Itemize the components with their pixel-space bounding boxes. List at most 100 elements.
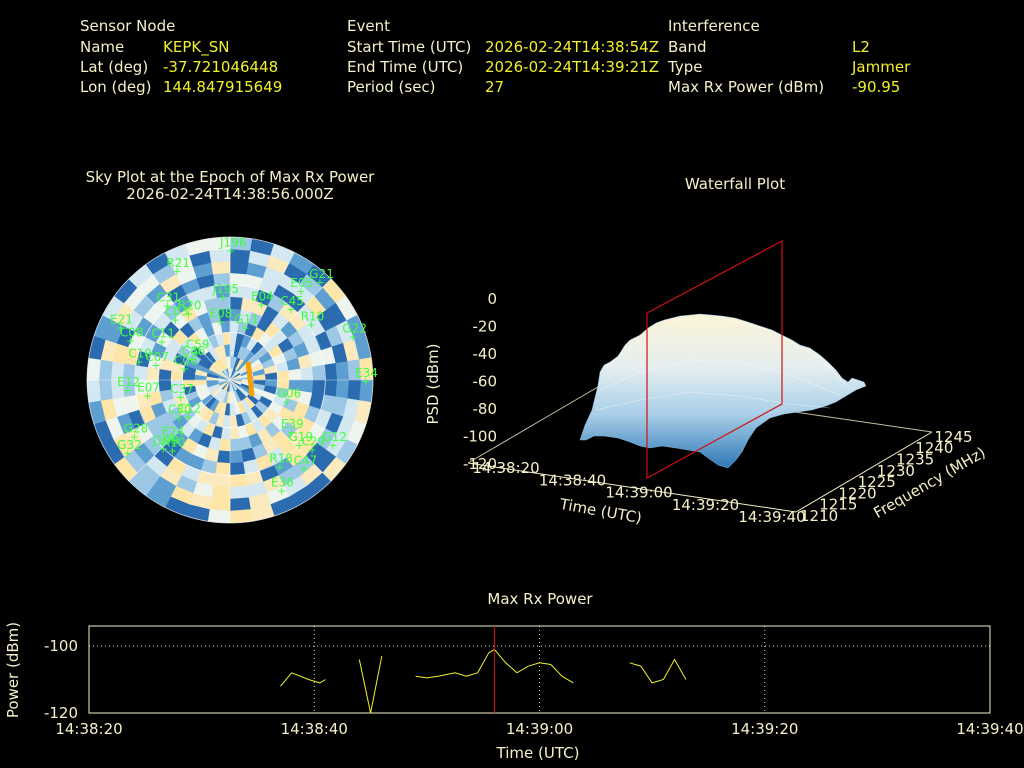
- sky-cell: [300, 379, 314, 394]
- sky-cell: [98, 379, 113, 401]
- satellite-label: C47: [294, 454, 318, 468]
- satellite-marker: +: [123, 384, 132, 397]
- power-x-tick: 14:38:40: [281, 720, 348, 738]
- satellite-label: C03: [165, 305, 189, 319]
- surface-ridges: [595, 317, 847, 411]
- power-y-tick: -100: [44, 637, 78, 655]
- sky-cell: [335, 379, 350, 399]
- satellite-marker: +: [168, 433, 177, 446]
- satellite-label: J199: [152, 433, 179, 447]
- frequency-tick: 1240: [915, 439, 953, 457]
- satellite-label: E08: [210, 307, 233, 321]
- sky-cell: [98, 359, 113, 381]
- psd-tick: -100: [463, 428, 497, 446]
- psd-tick: -20: [473, 318, 498, 336]
- interference-band-label: Band: [668, 38, 707, 56]
- sky-cell: [312, 379, 326, 396]
- power-x-tick: 14:38:20: [55, 720, 122, 738]
- frequency-tick: 1210: [800, 507, 838, 525]
- satellite-label: E24: [162, 424, 185, 438]
- power-line-segment: [280, 672, 326, 687]
- satellite-marker: +: [159, 442, 168, 455]
- satellite-label: C12: [177, 402, 201, 416]
- power-plot-title: Max Rx Power: [487, 590, 593, 608]
- satellite-marker: +: [240, 321, 249, 334]
- waterfall-ticks: 0-20-40-60-80-100-12014:38:2014:38:4014:…: [463, 290, 973, 526]
- sky-cell: [229, 462, 246, 476]
- sky-cell: [211, 260, 231, 275]
- power-y-label: Power (dBm): [4, 622, 22, 718]
- satellite-marker: +: [168, 444, 177, 457]
- sky-cell: [359, 357, 373, 381]
- azimuth-spoke: [229, 379, 332, 482]
- satellite-label: R21: [166, 256, 190, 270]
- sky-cell: [312, 364, 326, 381]
- sky-cell: [229, 450, 244, 464]
- sky-cell: [207, 509, 231, 523]
- sky-cell: [229, 426, 240, 440]
- interference-type-label: Type: [668, 58, 703, 76]
- azimuth-spoke: [128, 379, 231, 482]
- sky-cell: [323, 379, 338, 398]
- satellite-label: C11: [151, 326, 175, 340]
- interference-power-label: Max Rx Power (dBm): [668, 78, 825, 96]
- sky-cell: [216, 450, 231, 464]
- frequency-tick: 1220: [838, 484, 876, 502]
- sky-satellites: +J196+R21+G21+E05+J195+C31+E21 +C03+R20 +E…: [110, 236, 378, 498]
- sky-cell: [207, 237, 231, 251]
- satellite-label: C31: [157, 291, 181, 305]
- psd-tick: -80: [473, 400, 498, 418]
- satellite-label: E34: [355, 366, 378, 380]
- time-axis-line: [467, 462, 797, 513]
- satellite-marker: +: [275, 460, 284, 473]
- frequency-tick: 1215: [819, 496, 857, 514]
- satellite-label: G06: [277, 387, 302, 401]
- sky-cell: [211, 485, 231, 500]
- satellite-label: R20: [178, 299, 202, 313]
- sensor-name-label: Name: [80, 38, 125, 56]
- satellite-label: C08: [120, 326, 144, 340]
- satellite-marker: +: [328, 439, 337, 452]
- satellite-label: R18: [269, 451, 293, 465]
- sensor-lat-value: -37.721046448: [163, 58, 279, 76]
- satellite-marker: +: [174, 411, 183, 424]
- satellite-marker: +: [187, 353, 196, 366]
- satellite-label: G12: [322, 430, 347, 444]
- satellite-marker: +: [315, 276, 324, 289]
- time-tick: 14:39:20: [672, 496, 739, 514]
- satellite-marker: +: [143, 390, 152, 403]
- event-period-label: Period (sec): [347, 78, 436, 96]
- freq-axis-line: [795, 431, 933, 513]
- satellite-label: G21: [309, 267, 334, 281]
- satellite-label: J196: [219, 236, 246, 250]
- power-x-label: Time (UTC): [496, 744, 580, 762]
- max-power-marker-plane: [646, 240, 783, 480]
- event-start-label: Start Time (UTC): [347, 38, 472, 56]
- power-plot-frame: [88, 625, 991, 714]
- satellite-marker: +: [226, 245, 235, 258]
- event-start-value: 2026-02-24T14:38:54Z: [485, 38, 659, 56]
- satellite-label: E05: [290, 276, 313, 290]
- satellite-label: C59: [186, 337, 210, 351]
- frequency-tick: 1230: [877, 462, 915, 480]
- satellite-marker: +: [348, 330, 357, 343]
- satellite-label: C07: [145, 350, 169, 364]
- sky-heatmap: [87, 237, 373, 523]
- satellite-label: E21: [110, 312, 133, 326]
- psd-tick: -40: [473, 345, 498, 363]
- psd-tick: 0: [487, 290, 497, 308]
- satellite-marker: +: [361, 375, 370, 388]
- interference-type-value: Jammer: [852, 58, 911, 76]
- satellite-label: R10: [162, 435, 186, 449]
- power-line-segment: [629, 658, 687, 684]
- satellite-marker: +: [171, 314, 180, 327]
- satellite-label: C29: [302, 434, 326, 448]
- satellite-marker: +: [257, 298, 266, 311]
- satellite-label: G28: [124, 422, 149, 436]
- azimuth-spoke: [128, 278, 231, 381]
- power-x-tick: 14:39:20: [731, 720, 798, 738]
- satellite-label: J195: [212, 282, 239, 296]
